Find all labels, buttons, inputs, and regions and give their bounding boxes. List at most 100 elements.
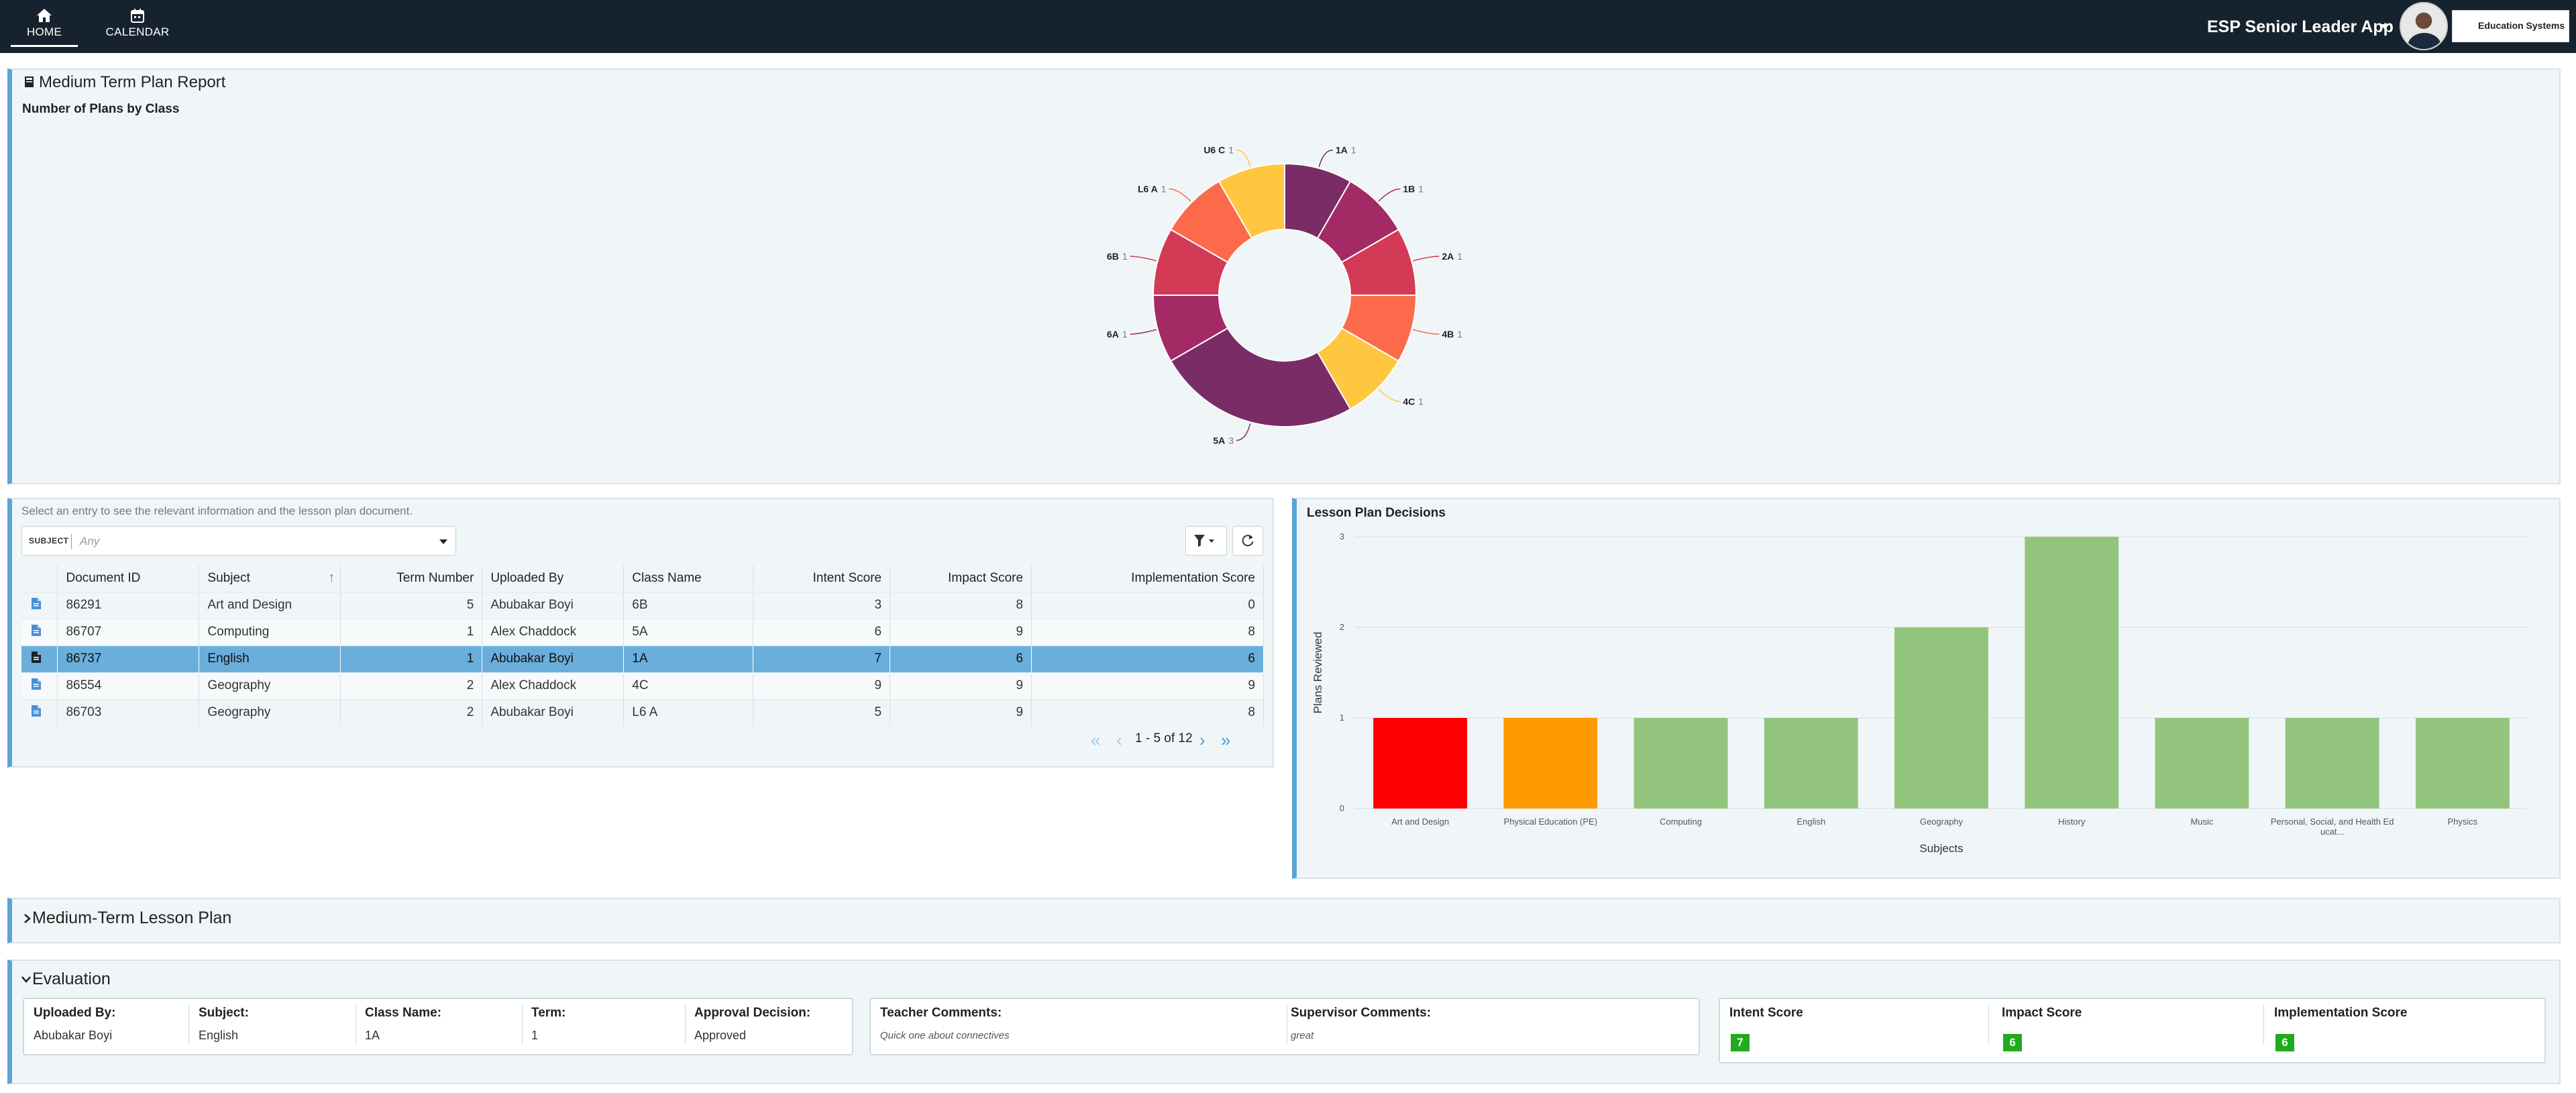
sort-ascending-icon[interactable]: ↑ bbox=[328, 570, 335, 585]
cell-subject: Geography bbox=[199, 698, 341, 726]
donut-label-count: 1 bbox=[1122, 329, 1128, 340]
cell-document-id: 86291 bbox=[57, 591, 200, 619]
bar[interactable] bbox=[1633, 718, 1728, 809]
donut-label: 2A 1 bbox=[1442, 251, 1462, 262]
donut-slice[interactable] bbox=[1169, 327, 1352, 427]
donut-label-count: 1 bbox=[1161, 184, 1167, 195]
row-icon-cell[interactable] bbox=[21, 591, 58, 619]
column-header-implementation-score[interactable]: Implementation Score bbox=[1031, 565, 1264, 592]
chevron-down-icon[interactable] bbox=[21, 975, 32, 984]
lesson-plan-panel bbox=[7, 898, 2561, 943]
uploaded-by-label: Uploaded By: bbox=[34, 1006, 116, 1020]
donut-slice[interactable] bbox=[1218, 162, 1285, 240]
bar[interactable] bbox=[2285, 718, 2379, 809]
report-title: Medium Term Plan Report bbox=[39, 73, 226, 91]
column-header-class-name[interactable]: Class Name bbox=[623, 565, 754, 592]
column-header-document-id[interactable]: Document ID bbox=[57, 565, 200, 592]
cell-class-name: L6 A bbox=[623, 698, 754, 726]
column-header-intent-score[interactable]: Intent Score bbox=[753, 565, 891, 592]
table-row[interactable]: 86737 English 1 Abubakar Boyi 1A 7 6 6 bbox=[21, 645, 1264, 672]
avatar[interactable] bbox=[2400, 2, 2448, 50]
bar[interactable] bbox=[1894, 627, 1988, 809]
selection-hint: Select an entry to see the relevant info… bbox=[21, 505, 413, 517]
donut-leader-line bbox=[1318, 149, 1334, 167]
document-icon[interactable] bbox=[31, 651, 42, 664]
row-icon-cell[interactable] bbox=[21, 698, 58, 726]
subject-filter-select[interactable]: SUBJECT Any bbox=[21, 526, 456, 556]
filter-button[interactable] bbox=[1185, 526, 1227, 556]
cell-uploaded-by: Alex Chaddock bbox=[482, 672, 625, 699]
row-icon-cell[interactable] bbox=[21, 645, 58, 672]
chevron-down-icon bbox=[439, 539, 447, 544]
filter-icon bbox=[1194, 535, 1214, 547]
donut-label: 1B 1 bbox=[1403, 184, 1424, 195]
document-icon[interactable] bbox=[31, 705, 42, 717]
cell-document-id: 86707 bbox=[57, 618, 200, 645]
filter-separator bbox=[71, 534, 72, 549]
first-page-button[interactable]: « bbox=[1091, 730, 1101, 750]
table-row[interactable]: 86291 Art and Design 5 Abubakar Boyi 6B 3 8 0 bbox=[21, 591, 1264, 619]
row-icon-cell[interactable] bbox=[21, 618, 58, 645]
document-icon[interactable] bbox=[31, 678, 42, 690]
donut-label-name: 6A bbox=[1107, 329, 1119, 340]
chevron-down-icon[interactable] bbox=[2380, 24, 2390, 30]
donut-label: 4B 1 bbox=[1442, 329, 1462, 340]
column-header-subject[interactable]: Subject ↑ bbox=[199, 565, 341, 592]
donut-label-count: 1 bbox=[1122, 251, 1128, 262]
bar[interactable] bbox=[2155, 718, 2249, 809]
x-tick-label: Music bbox=[2190, 817, 2213, 827]
cell-implementation-score: 8 bbox=[1031, 618, 1264, 645]
cell-document-id: 86554 bbox=[57, 672, 200, 699]
evaluation-details-card: Uploaded By: Abubakar Boyi Subject: Engl… bbox=[23, 998, 853, 1055]
column-header-term-number[interactable]: Term Number bbox=[340, 565, 483, 592]
table-row[interactable]: 86554 Geography 2 Alex Chaddock 4C 9 9 9 bbox=[21, 672, 1264, 699]
donut-leader-line bbox=[1236, 149, 1251, 167]
cell-document-id: 86737 bbox=[57, 645, 200, 672]
app-switcher[interactable]: ESP Senior Leader App bbox=[2207, 17, 2394, 36]
bar[interactable] bbox=[1373, 718, 1468, 809]
calendar-icon bbox=[131, 9, 144, 23]
cell-term-number: 2 bbox=[340, 672, 483, 699]
bar[interactable] bbox=[2415, 718, 2510, 809]
nav-home[interactable]: HOME bbox=[11, 5, 78, 47]
row-icon-cell[interactable] bbox=[21, 672, 58, 699]
cell-subject: Computing bbox=[199, 618, 341, 645]
column-header-impact-score[interactable]: Impact Score bbox=[890, 565, 1032, 592]
refresh-button[interactable] bbox=[1232, 526, 1263, 556]
donut-label-name: 4B bbox=[1442, 329, 1454, 340]
decisions-title: Lesson Plan Decisions bbox=[1307, 506, 1446, 520]
next-page-button[interactable]: › bbox=[1199, 730, 1205, 750]
bar[interactable] bbox=[1764, 718, 1858, 809]
prev-page-button[interactable]: ‹ bbox=[1116, 730, 1122, 750]
evaluation-toggle[interactable]: Evaluation bbox=[32, 970, 111, 988]
table-row[interactable]: 86707 Computing 1 Alex Chaddock 5A 6 9 8 bbox=[21, 618, 1264, 645]
cell-class-name: 5A bbox=[623, 618, 754, 645]
cell-intent-score: 7 bbox=[753, 645, 891, 672]
y-tick-label: 0 bbox=[1340, 803, 1344, 813]
cell-class-name: 1A bbox=[623, 645, 754, 672]
column-header-subject-label: Subject bbox=[207, 570, 250, 585]
donut-label-name: 4C bbox=[1403, 396, 1415, 407]
last-page-button[interactable]: » bbox=[1221, 730, 1231, 750]
home-icon bbox=[37, 9, 52, 22]
chevron-right-icon[interactable] bbox=[23, 913, 32, 924]
nav-calendar[interactable]: CALENDAR bbox=[104, 5, 171, 47]
donut-label-count: 1 bbox=[1351, 145, 1356, 156]
column-header-uploaded-by[interactable]: Uploaded By bbox=[482, 565, 625, 592]
cell-impact-score: 9 bbox=[890, 618, 1032, 645]
cell-uploaded-by: Abubakar Boyi bbox=[482, 591, 625, 619]
donut-label-name: 1A bbox=[1336, 145, 1348, 156]
donut-label-name: U6 C bbox=[1203, 145, 1225, 156]
donut-label-count: 1 bbox=[1418, 396, 1424, 407]
bar[interactable] bbox=[2025, 537, 2119, 809]
donut-label-name: 6B bbox=[1107, 251, 1119, 262]
bar[interactable] bbox=[1503, 718, 1598, 809]
document-icon[interactable] bbox=[31, 624, 42, 637]
lesson-plan-toggle[interactable]: Medium-Term Lesson Plan bbox=[32, 908, 232, 927]
cell-intent-score: 3 bbox=[753, 591, 891, 619]
impact-score-label: Impact Score bbox=[2002, 1006, 2082, 1020]
document-icon[interactable] bbox=[31, 597, 42, 610]
cell-uploaded-by: Alex Chaddock bbox=[482, 618, 625, 645]
cell-term-number: 1 bbox=[340, 618, 483, 645]
